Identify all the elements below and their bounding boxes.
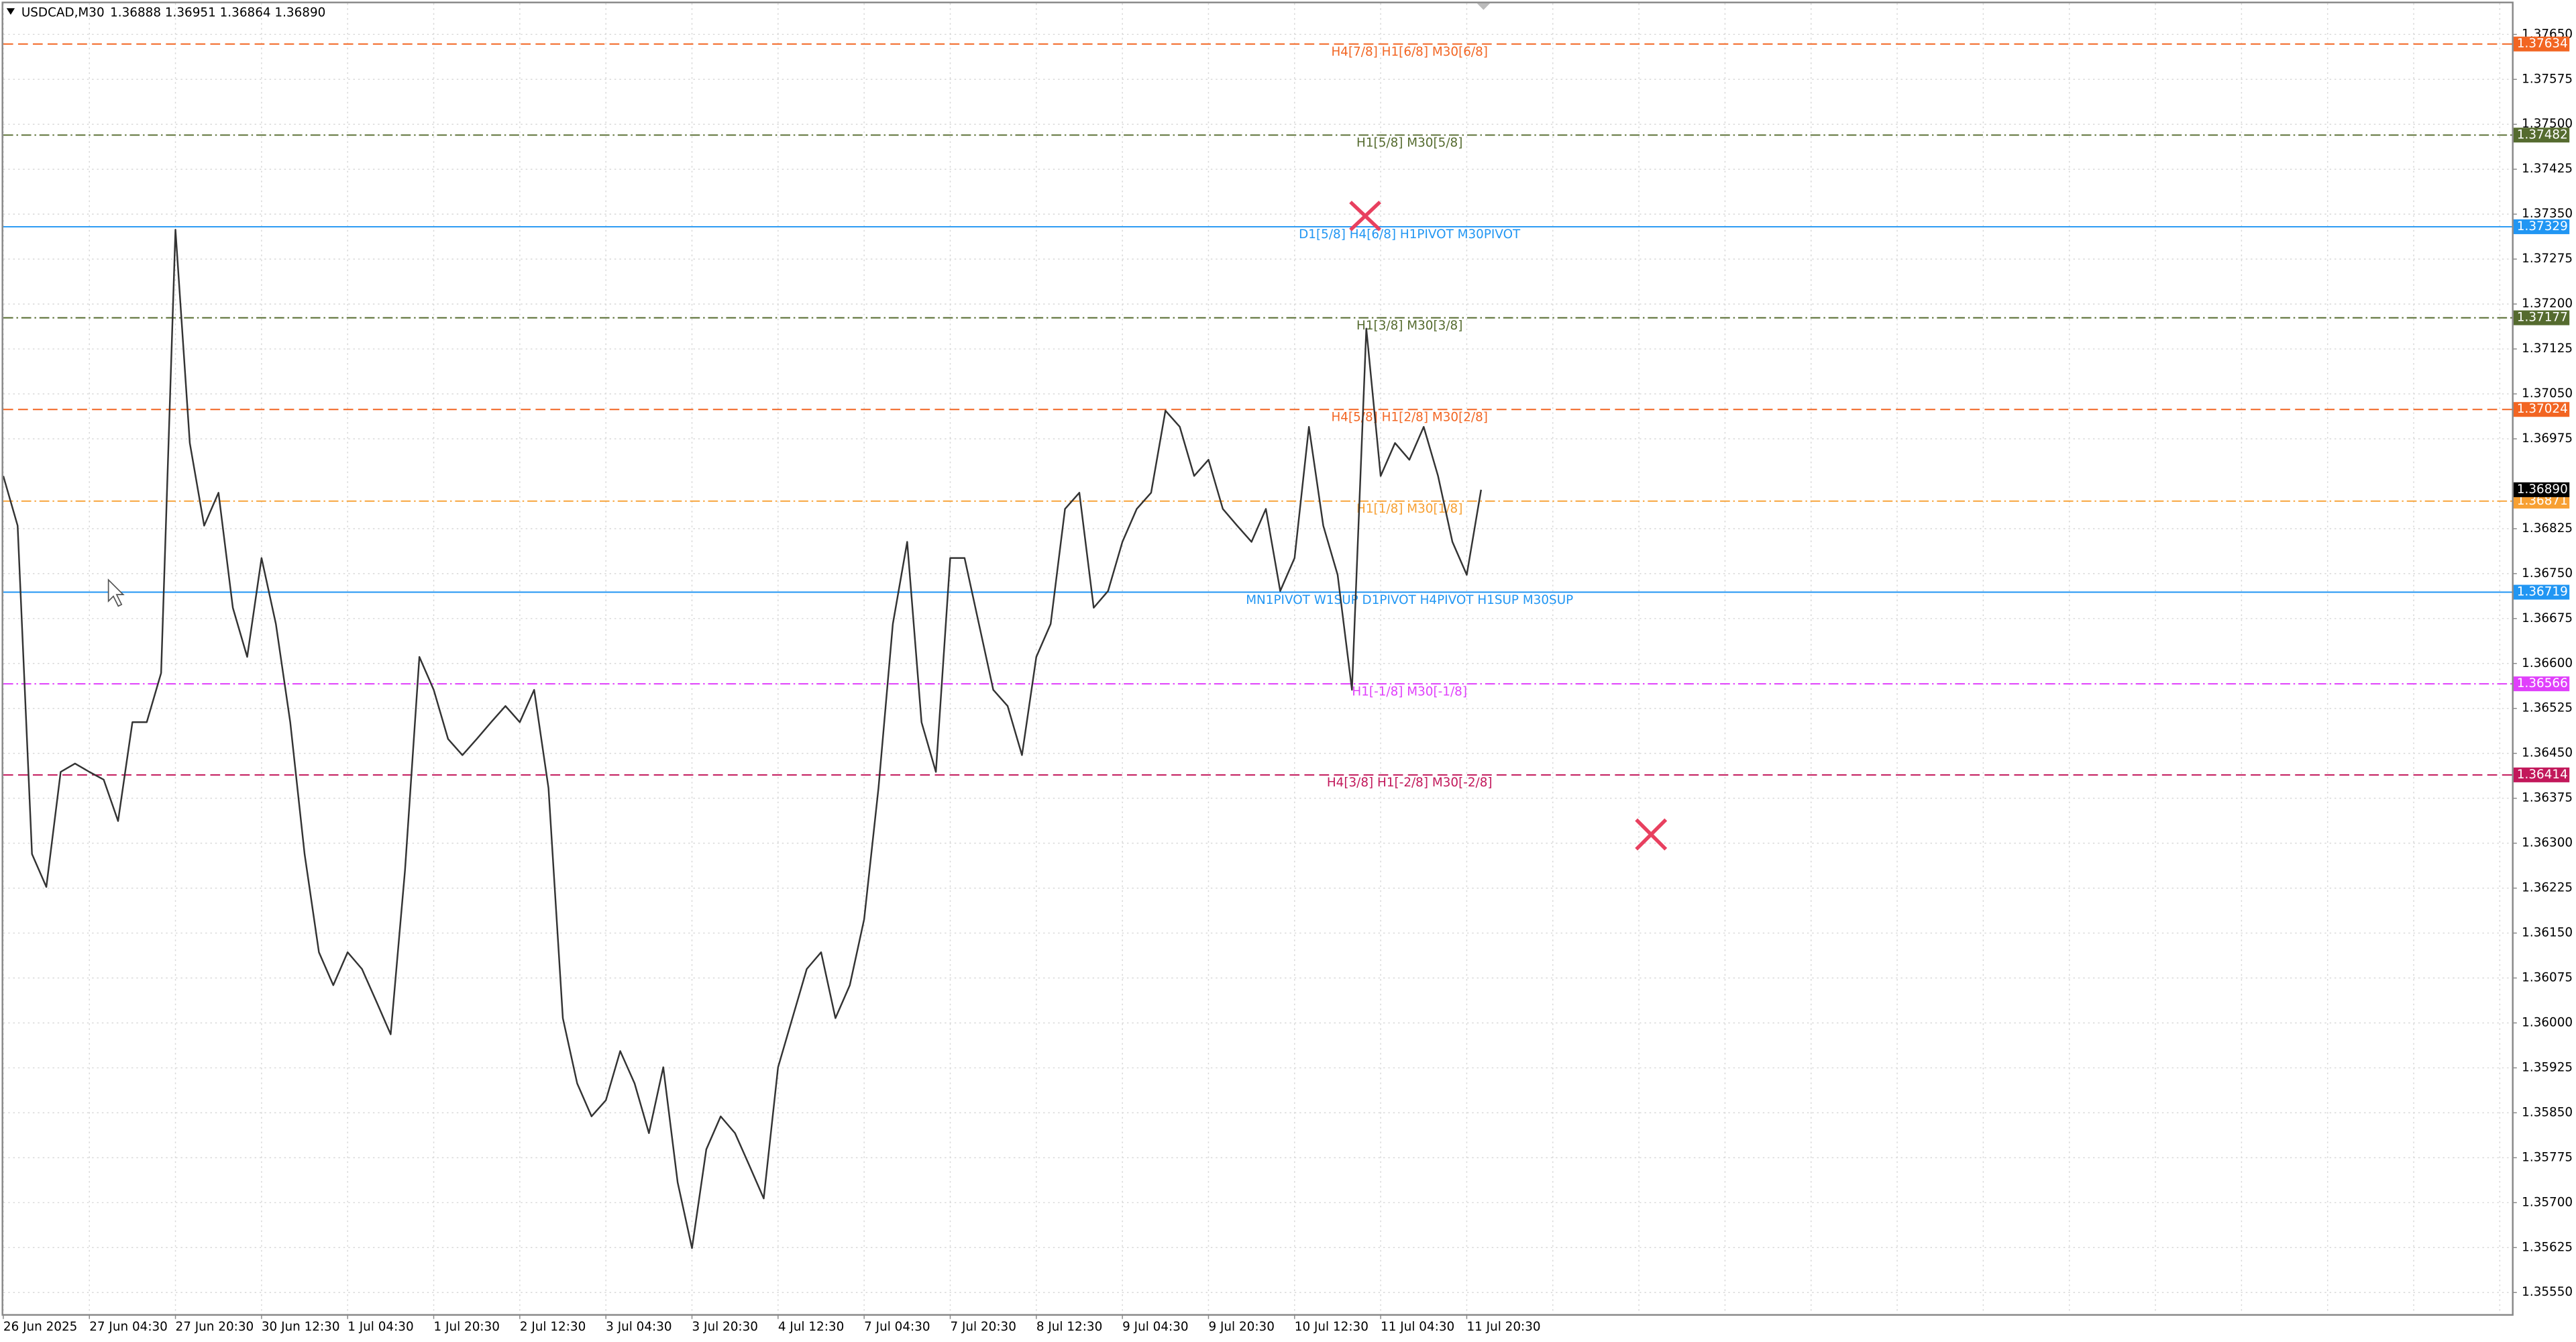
- shift-marker: [1477, 3, 1491, 10]
- symbol: USDCAD,M30: [21, 6, 105, 20]
- price-tag-label: 1.37634: [2517, 37, 2568, 51]
- y-tick-label: 1.35775: [2522, 1150, 2573, 1164]
- y-tick-label: 1.36450: [2522, 746, 2573, 760]
- plot: 1.36890: [2, 229, 2570, 1249]
- y-tick-label: 1.36300: [2522, 836, 2573, 850]
- y-tick-label: 1.35850: [2522, 1105, 2573, 1119]
- level-label: D1[5/8] H4[6/8] H1PIVOT M30PIVOT: [1299, 227, 1521, 242]
- x-tick-label: 8 Jul 12:30: [1036, 1320, 1102, 1334]
- x-tick-label: 11 Jul 04:30: [1381, 1320, 1454, 1334]
- price-tag-label: 1.36566: [2517, 676, 2568, 690]
- plot-frame: [1, 1, 2514, 1316]
- x-tick-label: 27 Jun 20:30: [176, 1320, 254, 1334]
- x-tick-label: 1 Jul 20:30: [434, 1320, 500, 1334]
- level-label: H1[1/8] M30[1/8]: [1356, 502, 1462, 516]
- x-tick-label: 3 Jul 04:30: [606, 1320, 672, 1334]
- x-tick-label: 1 Jul 04:30: [347, 1320, 413, 1334]
- price-tag-label: 1.37482: [2517, 127, 2568, 142]
- price-tag-label: 1.37024: [2517, 402, 2568, 416]
- price-tag-label: 1.36414: [2517, 768, 2568, 782]
- y-tick-label: 1.37200: [2522, 297, 2573, 311]
- y-tick-label: 1.37500: [2522, 117, 2573, 131]
- price-line: [2, 229, 1483, 1249]
- x-tick-label: 9 Jul 04:30: [1122, 1320, 1188, 1334]
- trade-marker: [1635, 818, 1668, 851]
- price-tag-label: 1.36871: [2517, 494, 2568, 508]
- y-tick-label: 1.36000: [2522, 1015, 2573, 1029]
- price-tag: [2513, 36, 2570, 52]
- x-tick-label: 30 Jun 12:30: [262, 1320, 340, 1334]
- ohlc-header: 1.36888 1.36951 1.36864 1.36890: [110, 6, 325, 20]
- y-tick-label: 1.36075: [2522, 971, 2573, 985]
- x-tick-label: 11 Jul 20:30: [1466, 1320, 1540, 1334]
- y-tick-label: 1.37350: [2522, 207, 2573, 221]
- x-tick-label: 27 Jun 04:30: [89, 1320, 168, 1334]
- x-tick-label: 7 Jul 20:30: [950, 1320, 1016, 1334]
- y-tick-label: 1.37425: [2522, 162, 2573, 176]
- price-tag: [2513, 767, 2570, 782]
- price-tag: [2513, 402, 2570, 417]
- y-tick-label: 1.36975: [2522, 431, 2573, 446]
- price-tag: [2513, 310, 2570, 325]
- y-tick-label: 1.36225: [2522, 881, 2573, 895]
- price-tag: [2513, 127, 2570, 143]
- mouse-cursor: [107, 578, 125, 607]
- last-price-tag: [2513, 482, 2570, 497]
- y-tick-label: 1.36525: [2522, 701, 2573, 715]
- y-tick-label: 1.36150: [2522, 926, 2573, 940]
- level-label: H4[5/8] H1[2/8] M30[2/8]: [1331, 410, 1488, 424]
- levels: H4[7/8] H1[6/8] M30[6/8] 1.37634 H1[5/8] M…: [3, 36, 2570, 790]
- price-tag-label: 1.37329: [2517, 219, 2568, 234]
- y-tick-label: 1.37275: [2522, 252, 2573, 266]
- price-tag-label: 1.37177: [2517, 311, 2568, 325]
- level-label: H1[5/8] M30[5/8]: [1356, 136, 1462, 150]
- y-tick-label: 1.35625: [2522, 1240, 2573, 1254]
- y-tick-label: 1.35700: [2522, 1195, 2573, 1209]
- level-label: H4[7/8] H1[6/8] M30[6/8]: [1331, 45, 1488, 59]
- x-tick-label: 7 Jul 04:30: [864, 1320, 930, 1334]
- level-label: H4[3/8] H1[-2/8] M30[-2/8]: [1327, 776, 1493, 790]
- y-tick-label: 1.36600: [2522, 656, 2573, 670]
- level-label: H1[-1/8] M30[-1/8]: [1352, 684, 1467, 699]
- y-tick-label: 1.35550: [2522, 1285, 2573, 1299]
- y-tick-label: 1.35925: [2522, 1060, 2573, 1074]
- y-tick-label: 1.36675: [2522, 611, 2573, 625]
- x-tick-label: 10 Jul 12:30: [1295, 1320, 1368, 1334]
- price-tag: [2513, 584, 2570, 600]
- level-label: MN1PIVOT W1SUP D1PIVOT H4PIVOT H1SUP M30…: [1246, 593, 1573, 607]
- price-tag: [2513, 219, 2570, 234]
- y-tick-label: 1.37050: [2522, 386, 2573, 401]
- y-tick-label: 1.37575: [2522, 72, 2573, 86]
- level-label: H1[3/8] M30[3/8]: [1356, 319, 1462, 333]
- x-tick-label: 26 Jun 2025: [3, 1320, 77, 1334]
- price-tag-label: 1.36719: [2517, 585, 2568, 599]
- trade-marker: [1349, 201, 1381, 231]
- x-tick-label: 4 Jul 12:30: [778, 1320, 844, 1334]
- x-tick-label: 2 Jul 12:30: [520, 1320, 586, 1334]
- price-tag: [2513, 676, 2570, 692]
- x-tick-label: 3 Jul 20:30: [692, 1320, 758, 1334]
- y-tick-label: 1.36825: [2522, 521, 2573, 535]
- y-tick-label: 1.37125: [2522, 342, 2573, 356]
- menu-arrow[interactable]: [6, 8, 15, 15]
- x-tick-label: 9 Jul 20:30: [1208, 1320, 1274, 1334]
- price-tag: [2513, 493, 2570, 509]
- last-price-label: 1.36890: [2517, 482, 2568, 497]
- y-tick-label: 1.36375: [2522, 791, 2573, 805]
- y-tick-label: 1.36750: [2522, 566, 2573, 580]
